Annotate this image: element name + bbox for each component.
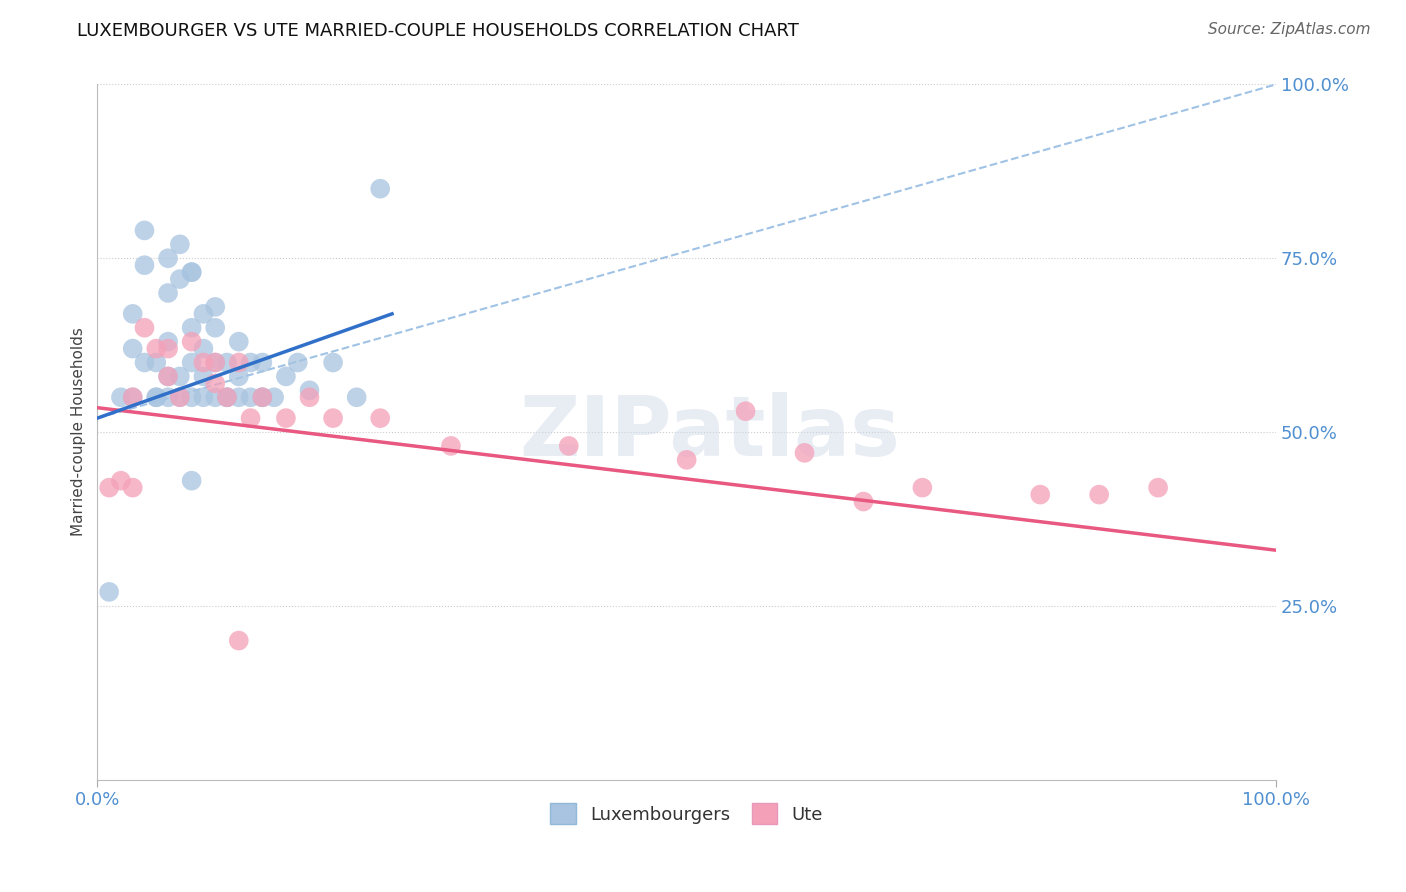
Text: ZIPatlas: ZIPatlas bbox=[520, 392, 901, 473]
Point bbox=[169, 237, 191, 252]
Point bbox=[169, 390, 191, 404]
Point bbox=[298, 384, 321, 398]
Point bbox=[346, 390, 368, 404]
Point bbox=[98, 481, 121, 495]
Point bbox=[239, 355, 262, 369]
Point bbox=[368, 411, 391, 425]
Point bbox=[193, 369, 215, 384]
Point bbox=[322, 355, 344, 369]
Point bbox=[180, 265, 202, 279]
Point bbox=[121, 481, 143, 495]
Point bbox=[204, 390, 226, 404]
Point bbox=[239, 411, 262, 425]
Text: Source: ZipAtlas.com: Source: ZipAtlas.com bbox=[1208, 22, 1371, 37]
Point bbox=[274, 369, 297, 384]
Point bbox=[157, 369, 180, 384]
Point bbox=[98, 585, 121, 599]
Point bbox=[145, 355, 167, 369]
Point bbox=[239, 390, 262, 404]
Point bbox=[169, 369, 191, 384]
Y-axis label: Married-couple Households: Married-couple Households bbox=[72, 327, 86, 536]
Point bbox=[1147, 481, 1170, 495]
Point bbox=[263, 390, 285, 404]
Point bbox=[145, 390, 167, 404]
Point bbox=[169, 272, 191, 286]
Text: LUXEMBOURGER VS UTE MARRIED-COUPLE HOUSEHOLDS CORRELATION CHART: LUXEMBOURGER VS UTE MARRIED-COUPLE HOUSE… bbox=[77, 22, 799, 40]
Point bbox=[193, 355, 215, 369]
Point bbox=[193, 307, 215, 321]
Point bbox=[1088, 487, 1111, 501]
Point bbox=[734, 404, 756, 418]
Point bbox=[121, 390, 143, 404]
Point bbox=[110, 390, 132, 404]
Point bbox=[274, 411, 297, 425]
Point bbox=[204, 376, 226, 391]
Point bbox=[228, 633, 250, 648]
Point bbox=[157, 369, 180, 384]
Point bbox=[121, 307, 143, 321]
Point bbox=[180, 334, 202, 349]
Point bbox=[215, 355, 238, 369]
Point bbox=[911, 481, 934, 495]
Point bbox=[215, 390, 238, 404]
Point bbox=[134, 223, 156, 237]
Point bbox=[180, 265, 202, 279]
Point bbox=[204, 355, 226, 369]
Point bbox=[252, 390, 274, 404]
Point bbox=[169, 390, 191, 404]
Point bbox=[252, 390, 274, 404]
Point bbox=[440, 439, 463, 453]
Point bbox=[157, 342, 180, 356]
Point bbox=[145, 342, 167, 356]
Point bbox=[252, 355, 274, 369]
Point bbox=[204, 300, 226, 314]
Point bbox=[852, 494, 875, 508]
Point bbox=[298, 390, 321, 404]
Point bbox=[180, 355, 202, 369]
Point bbox=[134, 258, 156, 272]
Point bbox=[157, 251, 180, 265]
Point bbox=[121, 342, 143, 356]
Point bbox=[675, 453, 697, 467]
Legend: Luxembourgers, Ute: Luxembourgers, Ute bbox=[541, 794, 832, 833]
Point bbox=[228, 369, 250, 384]
Point bbox=[215, 390, 238, 404]
Point bbox=[157, 390, 180, 404]
Point bbox=[228, 334, 250, 349]
Point bbox=[368, 182, 391, 196]
Point bbox=[204, 320, 226, 334]
Point bbox=[193, 342, 215, 356]
Point bbox=[121, 390, 143, 404]
Point bbox=[180, 390, 202, 404]
Point bbox=[110, 474, 132, 488]
Point bbox=[180, 474, 202, 488]
Point bbox=[252, 390, 274, 404]
Point bbox=[204, 355, 226, 369]
Point bbox=[793, 446, 815, 460]
Point bbox=[157, 334, 180, 349]
Point bbox=[228, 390, 250, 404]
Point bbox=[157, 285, 180, 300]
Point bbox=[558, 439, 581, 453]
Point bbox=[134, 320, 156, 334]
Point bbox=[322, 411, 344, 425]
Point bbox=[287, 355, 309, 369]
Point bbox=[193, 390, 215, 404]
Point bbox=[145, 390, 167, 404]
Point bbox=[180, 320, 202, 334]
Point bbox=[134, 355, 156, 369]
Point bbox=[215, 390, 238, 404]
Point bbox=[1029, 487, 1052, 501]
Point bbox=[228, 355, 250, 369]
